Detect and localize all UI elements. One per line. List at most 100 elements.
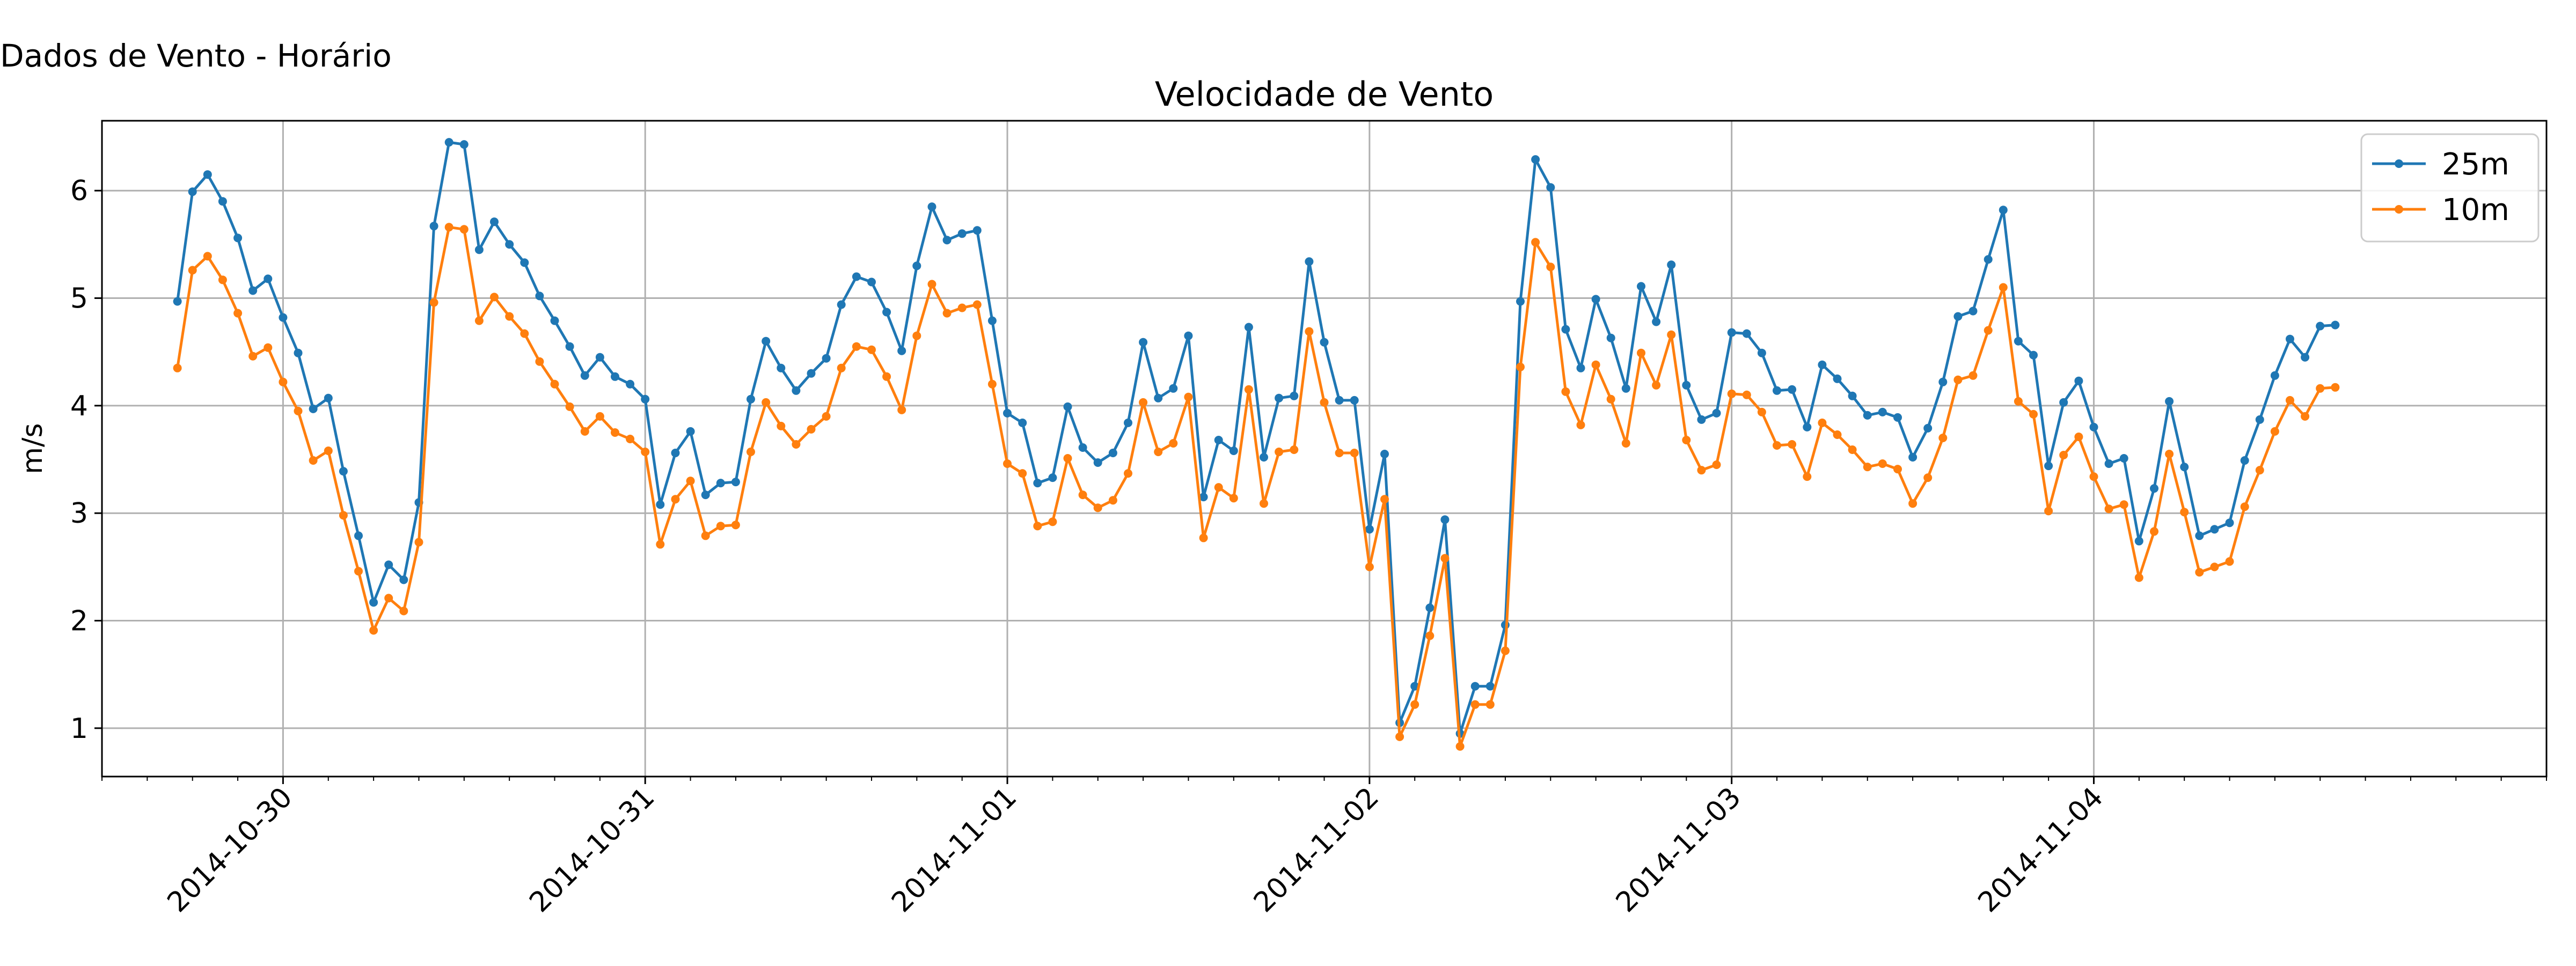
- data-point: [2270, 427, 2279, 436]
- y-tick-label: 6: [70, 175, 88, 207]
- data-point: [369, 598, 378, 607]
- data-point: [807, 425, 816, 434]
- data-point: [2180, 508, 2189, 517]
- data-point: [1667, 260, 1676, 269]
- data-point: [1727, 328, 1736, 337]
- data-point: [1485, 700, 1495, 709]
- data-point: [1305, 327, 1314, 336]
- grid: [102, 121, 2546, 777]
- data-point: [2180, 463, 2189, 472]
- data-point: [1667, 330, 1676, 339]
- data-point: [1968, 371, 1978, 380]
- data-point: [1244, 323, 1253, 332]
- data-point: [1742, 329, 1751, 338]
- data-point: [701, 491, 710, 500]
- data-point: [2119, 454, 2128, 463]
- data-point: [1244, 385, 1253, 394]
- data-point: [1818, 360, 1827, 369]
- data-point: [867, 345, 876, 354]
- x-tick-label: 2014-10-31: [523, 781, 661, 919]
- data-point: [1682, 436, 1691, 444]
- data-point: [1621, 384, 1630, 393]
- data-point: [1229, 494, 1238, 503]
- data-point: [1757, 407, 1766, 416]
- data-point: [1652, 380, 1661, 390]
- data-point: [1003, 459, 1012, 468]
- data-point: [1425, 631, 1435, 640]
- data-point: [1033, 522, 1042, 531]
- data-point: [1803, 422, 1812, 431]
- y-tick-label: 4: [70, 390, 88, 422]
- data-point: [2225, 557, 2234, 566]
- data-point: [2286, 334, 2294, 343]
- data-point: [1546, 262, 1555, 272]
- data-point: [1757, 348, 1766, 357]
- data-point: [1169, 384, 1178, 393]
- data-point: [203, 252, 212, 261]
- data-point: [762, 398, 771, 407]
- data-point: [1365, 525, 1374, 534]
- data-point: [1470, 682, 1480, 691]
- data-point: [264, 343, 273, 352]
- data-point: [1350, 396, 1359, 405]
- legend-box: [2360, 133, 2540, 243]
- data-point: [248, 352, 258, 361]
- data-point: [1184, 392, 1193, 401]
- legend-marker-25m: [2395, 159, 2403, 168]
- data-point: [1742, 390, 1751, 399]
- data-point: [1093, 503, 1102, 513]
- data-point: [837, 300, 846, 309]
- data-point: [2331, 320, 2340, 330]
- data-point: [777, 363, 786, 372]
- data-point: [1395, 732, 1404, 741]
- data-point: [490, 292, 499, 302]
- data-point: [1561, 325, 1570, 334]
- data-point: [2240, 502, 2249, 511]
- data-point: [1048, 473, 1057, 482]
- data-point: [2255, 415, 2264, 424]
- series-line-10m: [176, 225, 2336, 748]
- data-point: [972, 226, 982, 235]
- data-point: [1727, 389, 1736, 398]
- data-point: [1335, 396, 1344, 405]
- data-point: [1637, 282, 1645, 291]
- data-point: [1485, 682, 1495, 691]
- data-point: [2150, 484, 2158, 493]
- data-point: [701, 531, 710, 540]
- data-point: [2104, 459, 2113, 468]
- data-point: [611, 372, 619, 381]
- data-point: [1275, 393, 1284, 402]
- data-point: [1561, 387, 1570, 396]
- data-point: [807, 369, 816, 378]
- data-point: [1470, 700, 1480, 709]
- data-point: [942, 236, 952, 245]
- data-point: [2316, 321, 2325, 331]
- data-point: [972, 300, 982, 309]
- data-point: [2240, 456, 2249, 465]
- data-point: [2059, 398, 2068, 407]
- data-point: [2074, 376, 2083, 385]
- data-point: [1999, 206, 2008, 215]
- data-point: [309, 404, 318, 413]
- data-point: [1712, 408, 1721, 418]
- data-point: [1380, 450, 1389, 458]
- data-point: [1803, 472, 1812, 481]
- series-line-25m: [176, 141, 2336, 735]
- data-point: [1214, 483, 1223, 492]
- data-point: [852, 272, 861, 281]
- data-point: [1606, 394, 1615, 404]
- data-point: [279, 377, 288, 386]
- data-point: [1078, 491, 1087, 500]
- data-point: [671, 495, 680, 504]
- y-axis-label: m/s: [17, 423, 49, 474]
- data-point: [550, 379, 559, 389]
- data-point: [1124, 418, 1132, 427]
- data-point: [1531, 155, 1540, 164]
- data-point: [565, 402, 574, 411]
- data-point: [1139, 398, 1148, 407]
- data-point: [399, 575, 408, 584]
- data-point: [218, 275, 227, 284]
- series-25m: [173, 138, 2340, 738]
- data-point: [1154, 393, 1163, 402]
